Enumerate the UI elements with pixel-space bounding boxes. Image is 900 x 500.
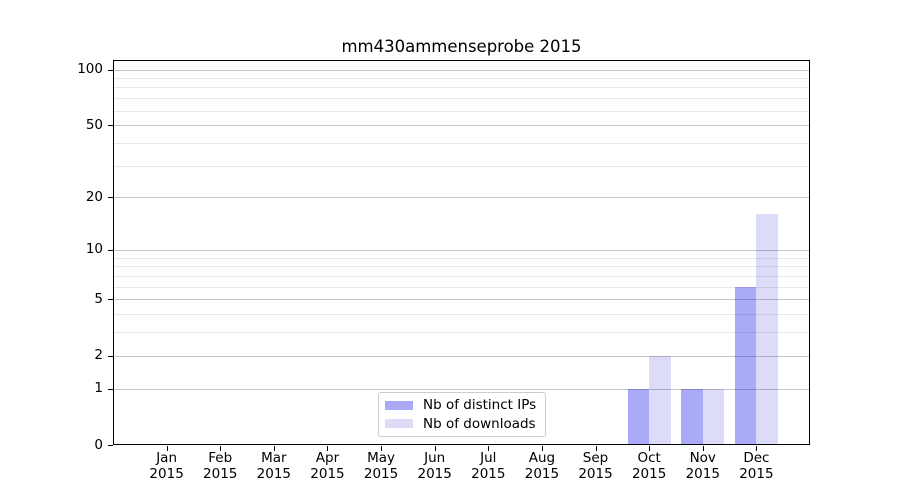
y-gridline-minor [113, 142, 810, 144]
y-tick-label: 100 [77, 61, 103, 77]
x-tick-label-line: Sep [582, 450, 609, 466]
y-tick-label: 0 [94, 436, 103, 453]
x-tick-label-line: 2015 [739, 465, 774, 482]
y-tick-label: 10 [85, 241, 103, 258]
x-tick-label-line: 2015 [524, 465, 560, 482]
y-gridline-major [113, 388, 810, 390]
bar-downloads-dec-2015 [756, 214, 778, 445]
y-gridline-minor [113, 87, 810, 89]
legend-item-downloads: Nb of downloads [385, 416, 539, 432]
legend: Nb of distinct IPs Nb of downloads [378, 392, 546, 437]
y-gridline-minor [113, 332, 810, 334]
y-gridline-minor [113, 266, 810, 268]
x-tick-label-line: Jun [424, 450, 446, 466]
x-tick-label: Sep 2015 [564, 450, 628, 482]
x-tick-label-line: 2015 [417, 465, 452, 482]
x-tick [220, 446, 222, 451]
x-tick [381, 446, 383, 451]
x-tick-label-line: Mar [261, 450, 287, 466]
legend-swatch-distinct-ips [385, 400, 413, 410]
y-tick-label: 50 [85, 116, 103, 133]
x-tick-label-line: Aug [528, 450, 556, 466]
y-gridline-minor [113, 77, 810, 79]
y-gridline-minor [113, 257, 810, 259]
y-gridline-major [113, 197, 810, 199]
x-tick [541, 446, 543, 451]
x-tick-label: Mar 2015 [242, 450, 306, 482]
x-tick-label-line: Jan [156, 450, 178, 466]
x-tick-label: Jan 2015 [135, 450, 199, 482]
x-tick [327, 446, 329, 451]
y-gridline-minor [113, 98, 810, 100]
x-tick [273, 446, 275, 451]
x-tick-label-line: 2015 [685, 465, 720, 482]
x-tick-label: Jul 2015 [456, 450, 520, 482]
y-tick [108, 69, 113, 71]
x-tick-label-line: 2015 [203, 465, 238, 482]
y-tick [108, 445, 113, 446]
y-tick-label: 1 [94, 380, 103, 397]
legend-item-distinct-ips: Nb of distinct IPs [385, 397, 539, 413]
x-tick-label: Oct 2015 [617, 450, 681, 482]
y-gridline-minor [113, 165, 810, 167]
x-tick-label-line: 2015 [578, 465, 613, 482]
bar-distinct-ips-oct-2015 [627, 388, 650, 445]
x-tick [595, 446, 597, 451]
legend-label-downloads: Nb of downloads [423, 415, 536, 432]
y-gridline-major [113, 69, 810, 71]
y-gridline-major [113, 299, 810, 301]
y-tick [108, 249, 113, 251]
x-tick-label: Apr 2015 [295, 450, 359, 482]
bar-distinct-ips-nov-2015 [681, 388, 703, 445]
x-tick-label-line: Apr [315, 450, 340, 466]
y-tick [108, 197, 113, 199]
legend-label-distinct-ips: Nb of distinct IPs [423, 397, 537, 414]
y-tick-label: 5 [94, 290, 103, 307]
x-tick [649, 446, 651, 451]
bar-downloads-nov-2015 [702, 388, 725, 445]
x-tick [756, 446, 758, 451]
y-gridline-major [113, 355, 810, 357]
y-gridline-minor [113, 110, 810, 112]
y-tick [108, 355, 113, 357]
bar-distinct-ips-dec-2015 [734, 286, 757, 445]
x-tick-label-line: 2015 [149, 465, 184, 482]
x-tick-label: May 2015 [349, 450, 413, 482]
x-tick-label: Feb 2015 [188, 450, 252, 482]
y-tick [108, 125, 113, 127]
y-gridline-major [113, 249, 810, 251]
bar-downloads-oct-2015 [649, 355, 671, 445]
x-tick-label: Aug 2015 [510, 450, 574, 482]
y-tick-label: 2 [94, 347, 103, 364]
x-tick-label-line: 2015 [363, 465, 399, 482]
x-tick-label-line: Dec [743, 450, 770, 466]
y-gridline-minor [113, 314, 810, 316]
x-tick-label-line: 2015 [256, 465, 292, 482]
plot-area [113, 60, 810, 445]
y-gridline-minor [113, 286, 810, 288]
x-tick-label-line: 2015 [631, 465, 667, 482]
y-gridline-minor [113, 275, 810, 277]
x-tick-label-line: Nov [689, 450, 716, 466]
x-tick-label-line: Oct [637, 450, 661, 466]
x-tick [166, 446, 168, 451]
x-tick-label: Dec 2015 [724, 450, 788, 482]
x-tick-label: Nov 2015 [671, 450, 735, 482]
x-tick [702, 446, 704, 451]
x-tick [488, 446, 490, 451]
x-tick [434, 446, 436, 451]
y-tick [108, 388, 113, 390]
legend-swatch-downloads [385, 419, 413, 429]
x-tick-label-line: 2015 [471, 465, 506, 482]
x-tick-label-line: Feb [208, 450, 233, 466]
x-tick-label-line: May [367, 450, 396, 466]
y-tick [108, 299, 113, 301]
x-tick-label-line: 2015 [310, 465, 345, 482]
chart-title: mm430ammenseprobe 2015 [341, 37, 582, 56]
y-gridline-major [113, 125, 810, 127]
x-tick-label-line: Jul [480, 450, 497, 466]
x-tick-label: Jun 2015 [403, 450, 467, 482]
y-tick-label: 20 [85, 188, 103, 205]
